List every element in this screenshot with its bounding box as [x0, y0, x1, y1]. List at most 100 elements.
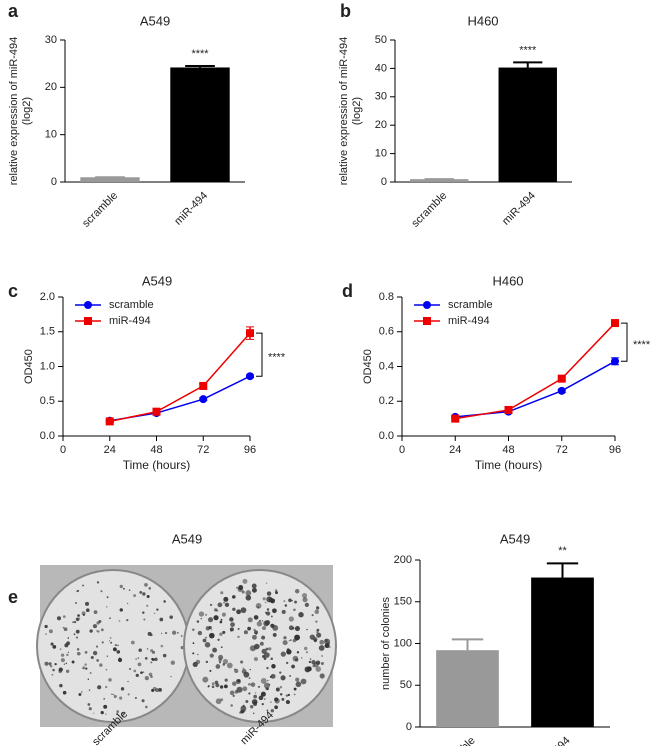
colony — [54, 662, 57, 666]
colony — [144, 656, 148, 660]
panel-letter: a — [8, 1, 19, 21]
marker — [199, 381, 208, 390]
y-tick-label: 0.0 — [379, 430, 394, 442]
colony — [95, 645, 99, 648]
colony — [197, 630, 203, 636]
colony — [305, 651, 308, 654]
colony — [65, 669, 70, 673]
colony — [254, 692, 257, 694]
colony — [78, 617, 81, 620]
colony — [106, 606, 108, 608]
colony — [209, 632, 215, 639]
colony — [304, 666, 311, 673]
y-tick-label: 1.0 — [40, 360, 55, 372]
colony — [226, 662, 233, 669]
colony — [62, 626, 65, 629]
y-axis-label: relative expression of miR-494 — [8, 37, 20, 186]
colony — [76, 590, 79, 593]
colony — [209, 653, 214, 658]
colony — [312, 637, 318, 642]
colony — [172, 630, 177, 635]
colony — [242, 686, 248, 692]
colony — [140, 671, 143, 674]
colony — [258, 695, 264, 701]
legend-label: scramble — [448, 299, 493, 311]
marker — [451, 414, 460, 423]
colony — [262, 597, 266, 601]
colony — [309, 658, 312, 660]
colony — [295, 677, 300, 682]
colony — [248, 677, 251, 680]
colony — [111, 693, 113, 695]
colony — [301, 592, 308, 599]
colony — [248, 692, 251, 695]
colony — [268, 597, 274, 603]
marker — [611, 357, 619, 366]
colony — [295, 681, 302, 688]
colony — [266, 591, 272, 596]
colony — [84, 663, 87, 666]
y-tick-label: 0.2 — [379, 395, 394, 407]
chart-title: A549 — [500, 531, 530, 546]
colony — [84, 651, 88, 654]
colony — [288, 598, 292, 603]
colony — [170, 675, 172, 678]
colony — [263, 657, 267, 660]
colony — [294, 625, 300, 632]
colony — [285, 700, 291, 705]
colony — [103, 704, 108, 709]
panel-letter: e — [8, 587, 18, 607]
colony — [67, 651, 69, 653]
colony — [223, 601, 225, 604]
colony — [251, 587, 257, 593]
colony — [253, 615, 259, 620]
colony — [272, 625, 279, 631]
colony — [214, 608, 218, 612]
y-tick-label: 20 — [375, 119, 387, 131]
colony — [141, 699, 145, 703]
colony — [96, 581, 100, 584]
x-tick-label: 96 — [609, 444, 621, 456]
colony — [259, 641, 264, 646]
colony — [192, 642, 195, 645]
colony — [291, 664, 295, 669]
colony — [304, 602, 309, 607]
colony — [289, 639, 292, 641]
colony — [158, 687, 162, 692]
y-axis-label: relative expression of miR-494 — [338, 37, 350, 186]
colony — [265, 611, 271, 616]
colony — [223, 684, 228, 689]
colony — [205, 613, 208, 616]
colony — [146, 648, 149, 650]
y-tick-label: 40 — [375, 62, 387, 74]
colony — [117, 644, 119, 647]
colony — [261, 635, 266, 640]
colony — [286, 648, 290, 651]
colony — [288, 616, 294, 622]
colony — [205, 636, 208, 639]
colony — [97, 685, 102, 690]
colony — [224, 602, 230, 607]
colony — [123, 587, 125, 590]
significance-bracket — [256, 332, 263, 377]
colony — [126, 618, 129, 622]
colony — [318, 645, 325, 651]
colony — [97, 630, 100, 633]
colony — [146, 595, 150, 599]
colony — [62, 615, 66, 618]
colony — [150, 661, 153, 664]
colony — [82, 666, 86, 670]
colony — [200, 617, 203, 620]
colony — [88, 707, 92, 711]
colony — [75, 617, 80, 622]
colony — [143, 618, 146, 621]
significance: **** — [633, 339, 651, 351]
colony — [87, 678, 90, 680]
colony — [93, 610, 98, 615]
colony — [72, 621, 74, 623]
colony — [195, 659, 201, 665]
colony — [81, 611, 86, 616]
colony — [119, 584, 123, 589]
colony — [235, 678, 241, 684]
colony — [138, 648, 142, 652]
